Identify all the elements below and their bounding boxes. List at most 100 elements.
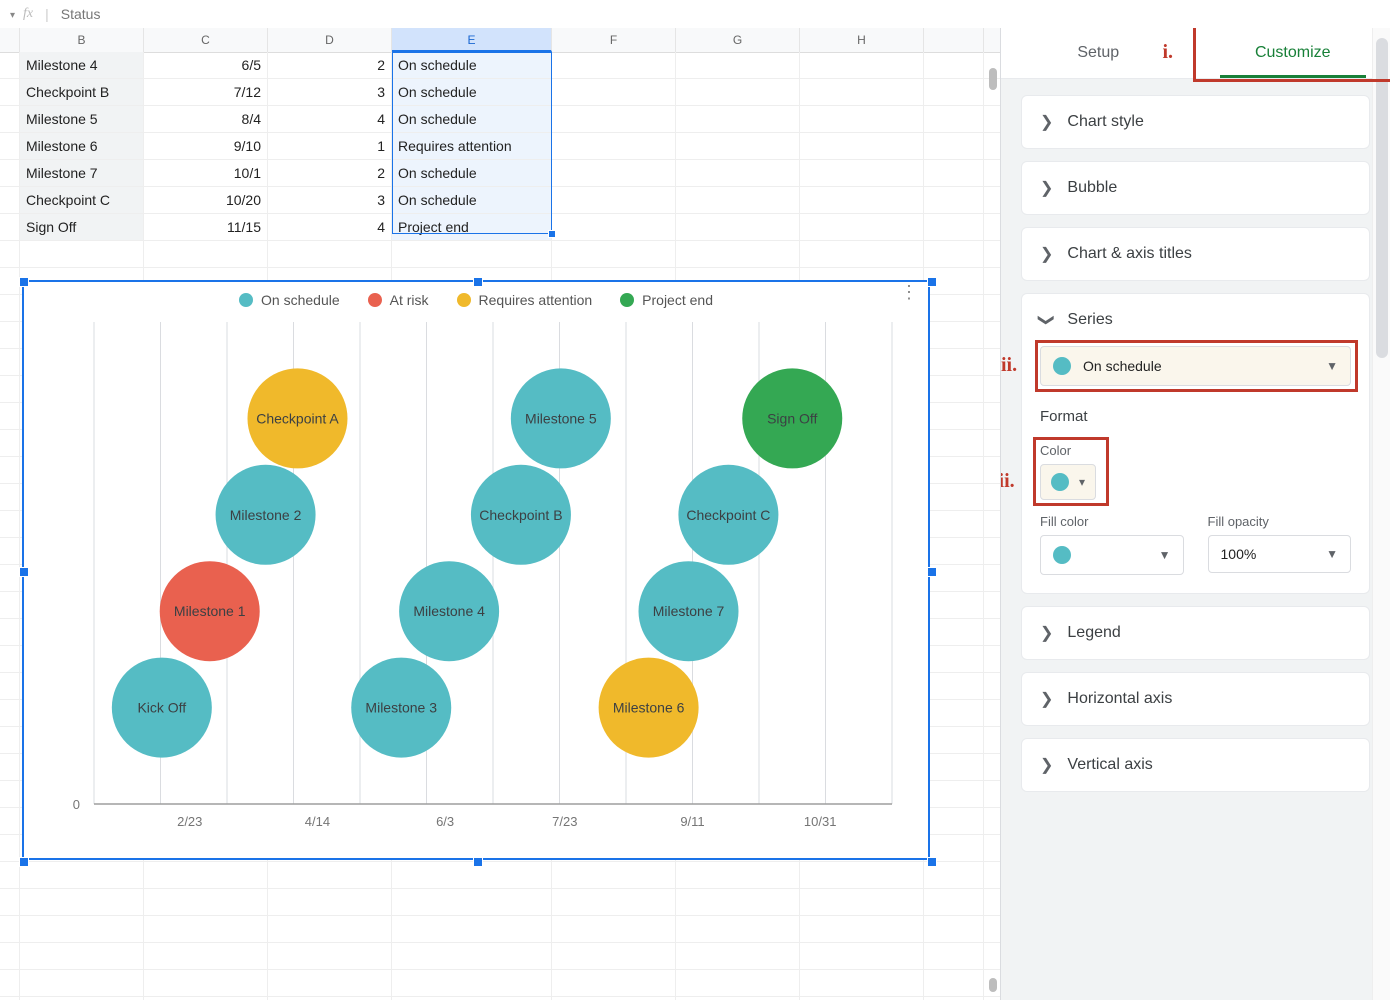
chart-menu-icon[interactable]: ⋮: [900, 288, 918, 296]
cell[interactable]: [924, 430, 984, 456]
cell[interactable]: [552, 187, 676, 213]
cell[interactable]: [924, 241, 984, 267]
cell[interactable]: [0, 106, 20, 132]
cell[interactable]: [392, 916, 552, 942]
cell[interactable]: [0, 808, 20, 834]
name-box-dropdown[interactable]: [6, 0, 23, 30]
cell[interactable]: [0, 700, 20, 726]
spreadsheet-area[interactable]: BCDEFGH Milestone 46/52On scheduleCheckp…: [0, 28, 1000, 1000]
cell[interactable]: [0, 349, 20, 375]
cell[interactable]: Checkpoint C: [20, 187, 144, 213]
cell[interactable]: [676, 160, 800, 186]
cell[interactable]: [0, 52, 20, 78]
cell[interactable]: [924, 52, 984, 78]
cell[interactable]: [924, 322, 984, 348]
cell[interactable]: [924, 538, 984, 564]
cell[interactable]: [552, 916, 676, 942]
cell[interactable]: [800, 160, 924, 186]
cell[interactable]: [924, 484, 984, 510]
resize-handle[interactable]: [473, 857, 483, 867]
cell[interactable]: [552, 889, 676, 915]
cell[interactable]: Sign Off: [20, 214, 144, 240]
cell[interactable]: Project end: [392, 214, 552, 240]
cell[interactable]: [0, 376, 20, 402]
cell[interactable]: [924, 673, 984, 699]
cell[interactable]: 6/5: [144, 52, 268, 78]
table-row[interactable]: Milestone 69/101Requires attention: [0, 133, 1000, 160]
cell[interactable]: [392, 241, 552, 267]
cell[interactable]: [0, 322, 20, 348]
cell[interactable]: [144, 943, 268, 969]
cell[interactable]: [144, 241, 268, 267]
cell[interactable]: [924, 457, 984, 483]
cell[interactable]: [0, 754, 20, 780]
cell[interactable]: [268, 241, 392, 267]
cell[interactable]: [552, 52, 676, 78]
cell[interactable]: [268, 862, 392, 888]
cell[interactable]: [800, 187, 924, 213]
section-vertical-axis[interactable]: ❯Vertical axis: [1021, 738, 1370, 792]
table-row[interactable]: Milestone 46/52On schedule: [0, 52, 1000, 79]
cell[interactable]: [0, 673, 20, 699]
cell[interactable]: [0, 511, 20, 537]
cell[interactable]: [552, 106, 676, 132]
cell[interactable]: [392, 889, 552, 915]
section-horizontal-axis[interactable]: ❯Horizontal axis: [1021, 672, 1370, 726]
series-color-picker[interactable]: ▾: [1040, 464, 1096, 500]
embedded-chart[interactable]: ⋮ On scheduleAt riskRequires attentionPr…: [22, 280, 930, 860]
cell[interactable]: [0, 133, 20, 159]
cell[interactable]: [0, 160, 20, 186]
cell[interactable]: [0, 268, 20, 294]
cell[interactable]: [800, 862, 924, 888]
cell[interactable]: [0, 943, 20, 969]
selection-fill-handle[interactable]: [548, 230, 556, 238]
cell[interactable]: [0, 187, 20, 213]
cell[interactable]: [268, 889, 392, 915]
cell[interactable]: [676, 106, 800, 132]
cell[interactable]: [924, 700, 984, 726]
section-legend[interactable]: ❯Legend: [1021, 606, 1370, 660]
cell[interactable]: [20, 241, 144, 267]
cell[interactable]: [392, 862, 552, 888]
cell[interactable]: [924, 727, 984, 753]
series-select-dropdown[interactable]: On schedule ▼: [1040, 346, 1351, 386]
cell[interactable]: [392, 943, 552, 969]
section-chart-style[interactable]: ❯Chart style: [1021, 95, 1370, 149]
sheet-scrollbar[interactable]: [986, 28, 1000, 1000]
col-header-A[interactable]: [0, 28, 20, 52]
cell[interactable]: [924, 808, 984, 834]
cell[interactable]: [924, 79, 984, 105]
section-chart-axis-titles[interactable]: ❯Chart & axis titles: [1021, 227, 1370, 281]
cell[interactable]: [800, 241, 924, 267]
cell[interactable]: [0, 889, 20, 915]
cell[interactable]: [0, 214, 20, 240]
cell[interactable]: [0, 484, 20, 510]
resize-handle[interactable]: [19, 857, 29, 867]
resize-handle[interactable]: [473, 277, 483, 287]
cell[interactable]: [0, 403, 20, 429]
cell[interactable]: [552, 862, 676, 888]
cell[interactable]: [676, 241, 800, 267]
cell[interactable]: [0, 916, 20, 942]
resize-handle[interactable]: [927, 857, 937, 867]
cell[interactable]: [800, 52, 924, 78]
cell[interactable]: [800, 79, 924, 105]
cell[interactable]: [924, 619, 984, 645]
cell[interactable]: Requires attention: [392, 133, 552, 159]
cell[interactable]: 11/15: [144, 214, 268, 240]
table-row[interactable]: [0, 241, 1000, 268]
cell[interactable]: [924, 403, 984, 429]
cell[interactable]: [20, 943, 144, 969]
cell[interactable]: On schedule: [392, 79, 552, 105]
column-headers[interactable]: BCDEFGH: [0, 28, 1000, 53]
cell[interactable]: Milestone 4: [20, 52, 144, 78]
cell[interactable]: Checkpoint B: [20, 79, 144, 105]
cell[interactable]: [676, 133, 800, 159]
cell[interactable]: [20, 970, 144, 996]
cell[interactable]: On schedule: [392, 160, 552, 186]
cell[interactable]: [552, 160, 676, 186]
panel-scrollbar[interactable]: [1372, 28, 1390, 1000]
cell[interactable]: 9/10: [144, 133, 268, 159]
cell[interactable]: Milestone 5: [20, 106, 144, 132]
cell[interactable]: [0, 646, 20, 672]
